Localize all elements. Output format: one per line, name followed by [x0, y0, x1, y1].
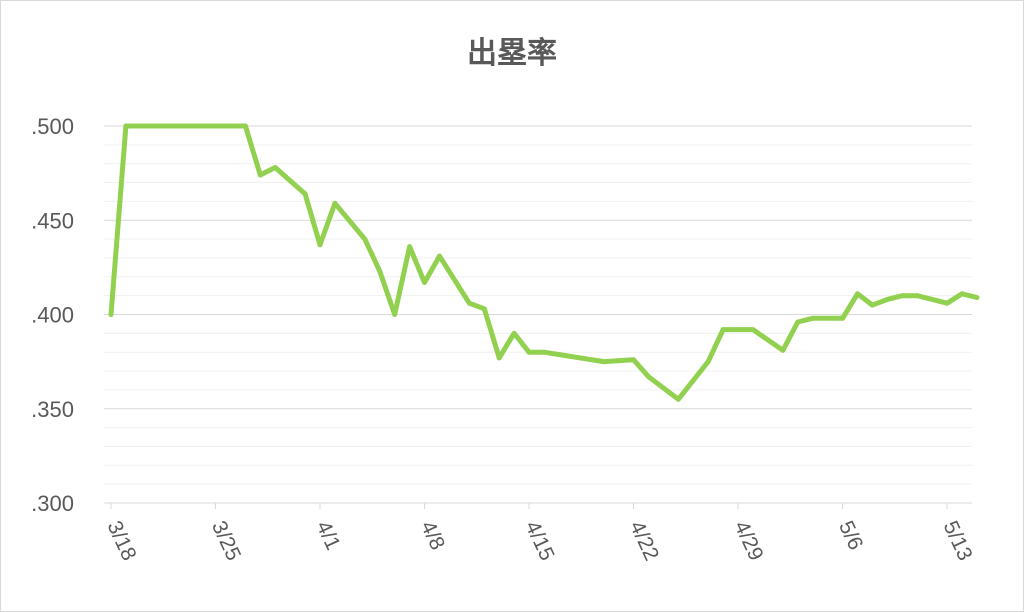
data-point [332, 200, 338, 206]
y-tick-label: .350 [31, 397, 74, 422]
data-point [541, 349, 547, 355]
x-tick-label: 3/18 [102, 517, 140, 564]
data-point [496, 355, 502, 361]
data-point [422, 280, 427, 285]
data-point [870, 302, 875, 308]
data-point [914, 293, 920, 299]
x-tick-label: 4/8 [416, 517, 449, 553]
series-line [108, 123, 980, 402]
x-tick-label: 4/15 [521, 517, 559, 564]
data-point [362, 236, 368, 242]
x-tick-label: 4/1 [311, 517, 344, 553]
data-point [317, 242, 323, 248]
data-point [840, 315, 845, 321]
data-point [526, 349, 532, 355]
data-point [466, 300, 472, 306]
x-tick-label: 4/29 [730, 517, 768, 564]
data-point [272, 165, 278, 170]
data-point [407, 244, 412, 250]
data-point [601, 359, 607, 364]
y-tick-label: .500 [31, 114, 74, 139]
x-tick-label: 5/13 [939, 517, 977, 564]
data-point [795, 319, 801, 325]
y-tick-label: .450 [31, 208, 74, 233]
data-point [437, 253, 442, 259]
data-point [631, 357, 636, 363]
data-point [257, 172, 263, 178]
x-tick-labels: 3/18 3/25 4/1 4/8 4/15 4/22 4/29 5/6 5/13 [102, 517, 976, 564]
y-tick-labels: .300 .350 .400 .450 .500 [31, 114, 74, 516]
data-point [720, 327, 726, 332]
data-point [705, 359, 711, 364]
data-point [123, 123, 129, 129]
major-gridlines [104, 125, 972, 504]
data-point [944, 300, 950, 306]
data-point [885, 297, 890, 302]
data-point [481, 306, 487, 312]
data-point [646, 374, 651, 380]
data-point [377, 268, 383, 274]
x-tick-label: 3/25 [207, 517, 245, 564]
data-point [974, 295, 980, 300]
data-point [511, 330, 517, 336]
chart-title: 出塁率 [467, 36, 557, 71]
data-point [899, 293, 905, 299]
data-point [675, 396, 681, 402]
y-tick-label: .400 [31, 303, 74, 328]
data-point [750, 327, 756, 332]
data-point [810, 315, 816, 321]
data-point [302, 191, 308, 197]
y-tick-label: .300 [31, 491, 74, 516]
data-point [243, 123, 248, 129]
data-point [108, 312, 114, 317]
x-tick-marks [110, 503, 948, 509]
series-layer [108, 123, 980, 402]
data-point [392, 312, 398, 317]
data-point [780, 347, 786, 353]
x-tick-label: 4/22 [625, 517, 663, 564]
data-point [855, 291, 860, 297]
data-point [959, 291, 965, 297]
x-tick-label: 5/6 [834, 517, 867, 553]
